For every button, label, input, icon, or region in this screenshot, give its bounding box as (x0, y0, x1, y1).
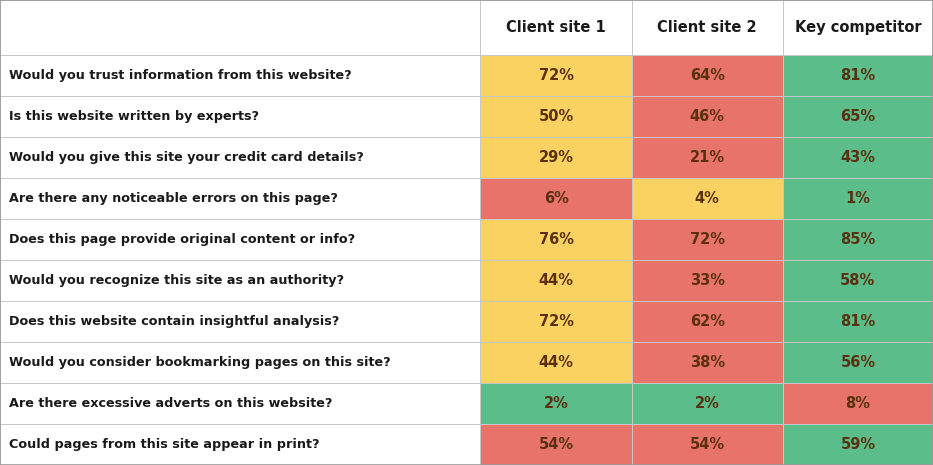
Text: 43%: 43% (841, 150, 875, 165)
Text: 21%: 21% (689, 150, 725, 165)
Bar (480, 55, 632, 96)
Text: 54%: 54% (689, 437, 725, 452)
Text: Are there any noticeable errors on this page?: Are there any noticeable errors on this … (9, 192, 338, 205)
Bar (0, 383, 480, 424)
Bar (480, 219, 632, 260)
Bar (0, 178, 480, 219)
Text: 46%: 46% (689, 109, 725, 124)
Bar (783, 260, 933, 301)
Bar (632, 260, 783, 301)
Text: 65%: 65% (841, 109, 875, 124)
Text: 33%: 33% (689, 273, 725, 288)
Bar (632, 342, 783, 383)
Bar (0, 55, 480, 96)
Text: 62%: 62% (689, 314, 725, 329)
Bar (480, 383, 632, 424)
Text: 72%: 72% (538, 68, 574, 83)
Text: Client site 2: Client site 2 (658, 20, 757, 35)
Bar (783, 137, 933, 178)
Bar (783, 0, 933, 55)
Text: 85%: 85% (841, 232, 875, 247)
Text: 4%: 4% (695, 191, 719, 206)
Text: Could pages from this site appear in print?: Could pages from this site appear in pri… (9, 438, 320, 451)
Text: 58%: 58% (841, 273, 875, 288)
Text: 44%: 44% (538, 355, 574, 370)
Text: Client site 1: Client site 1 (507, 20, 606, 35)
Bar (632, 137, 783, 178)
Text: 2%: 2% (695, 396, 719, 411)
Bar (632, 55, 783, 96)
Bar (783, 178, 933, 219)
Bar (480, 342, 632, 383)
Bar (783, 301, 933, 342)
Text: 50%: 50% (538, 109, 574, 124)
Text: 56%: 56% (841, 355, 875, 370)
Bar (632, 0, 783, 55)
Bar (783, 55, 933, 96)
Text: 59%: 59% (841, 437, 875, 452)
Bar (632, 424, 783, 465)
Text: 6%: 6% (544, 191, 568, 206)
Text: 1%: 1% (845, 191, 870, 206)
Text: 54%: 54% (538, 437, 574, 452)
Bar (0, 219, 480, 260)
Text: Would you consider bookmarking pages on this site?: Would you consider bookmarking pages on … (9, 356, 391, 369)
Bar (0, 137, 480, 178)
Bar (480, 0, 632, 55)
Text: 72%: 72% (538, 314, 574, 329)
Text: Key competitor: Key competitor (795, 20, 921, 35)
Bar (0, 96, 480, 137)
Text: 2%: 2% (544, 396, 568, 411)
Bar (0, 260, 480, 301)
Bar (480, 137, 632, 178)
Text: Would you recognize this site as an authority?: Would you recognize this site as an auth… (9, 274, 344, 287)
Bar (632, 219, 783, 260)
Text: 64%: 64% (689, 68, 725, 83)
Text: 81%: 81% (841, 68, 875, 83)
Bar (0, 0, 480, 55)
Bar (783, 96, 933, 137)
Bar (0, 301, 480, 342)
Text: 8%: 8% (845, 396, 870, 411)
Text: 76%: 76% (538, 232, 574, 247)
Text: Does this website contain insightful analysis?: Does this website contain insightful ana… (9, 315, 340, 328)
Text: Are there excessive adverts on this website?: Are there excessive adverts on this webs… (9, 397, 333, 410)
Bar (783, 219, 933, 260)
Text: Would you trust information from this website?: Would you trust information from this we… (9, 69, 352, 82)
Text: Is this website written by experts?: Is this website written by experts? (9, 110, 259, 123)
Bar (783, 424, 933, 465)
Text: Does this page provide original content or info?: Does this page provide original content … (9, 233, 355, 246)
Text: Would you give this site your credit card details?: Would you give this site your credit car… (9, 151, 364, 164)
Text: 29%: 29% (538, 150, 574, 165)
Text: 72%: 72% (689, 232, 725, 247)
Bar (480, 301, 632, 342)
Bar (632, 383, 783, 424)
Bar (632, 178, 783, 219)
Text: 44%: 44% (538, 273, 574, 288)
Bar (0, 342, 480, 383)
Bar (480, 260, 632, 301)
Bar (783, 342, 933, 383)
Bar (480, 96, 632, 137)
Bar (632, 96, 783, 137)
Bar (783, 383, 933, 424)
Bar (632, 301, 783, 342)
Bar (0, 424, 480, 465)
Bar (480, 424, 632, 465)
Bar (480, 178, 632, 219)
Text: 81%: 81% (841, 314, 875, 329)
Text: 38%: 38% (689, 355, 725, 370)
